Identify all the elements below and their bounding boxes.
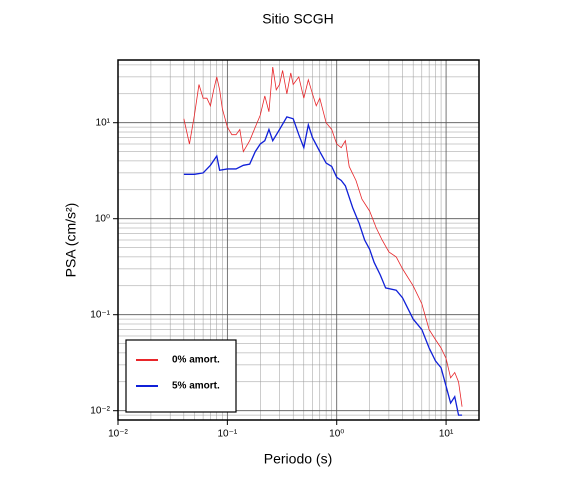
legend-box <box>125 339 237 413</box>
y-tick-label: 10⁻² <box>90 405 110 416</box>
x-tick-label: 10⁻² <box>108 429 128 440</box>
legend-label: 0% amort. <box>172 355 220 366</box>
series-line <box>183 116 463 416</box>
y-tick-label: 10¹ <box>96 117 111 128</box>
legend-label: 5% amort. <box>172 381 220 392</box>
x-tick-label: 10¹ <box>439 429 454 440</box>
y-axis-label: PSA (cm/s²) <box>63 203 79 278</box>
chart-title: Sitio SCGH <box>262 11 334 27</box>
y-tick-label: 10⁰ <box>95 213 110 224</box>
series-line <box>183 66 463 407</box>
x-tick-label: 10⁻¹ <box>217 429 237 440</box>
plot-frame <box>117 59 480 421</box>
y-tick-label: 10⁻¹ <box>90 309 110 320</box>
x-tick-label: 10⁰ <box>329 429 344 440</box>
x-axis-label: Periodo (s) <box>264 451 332 467</box>
